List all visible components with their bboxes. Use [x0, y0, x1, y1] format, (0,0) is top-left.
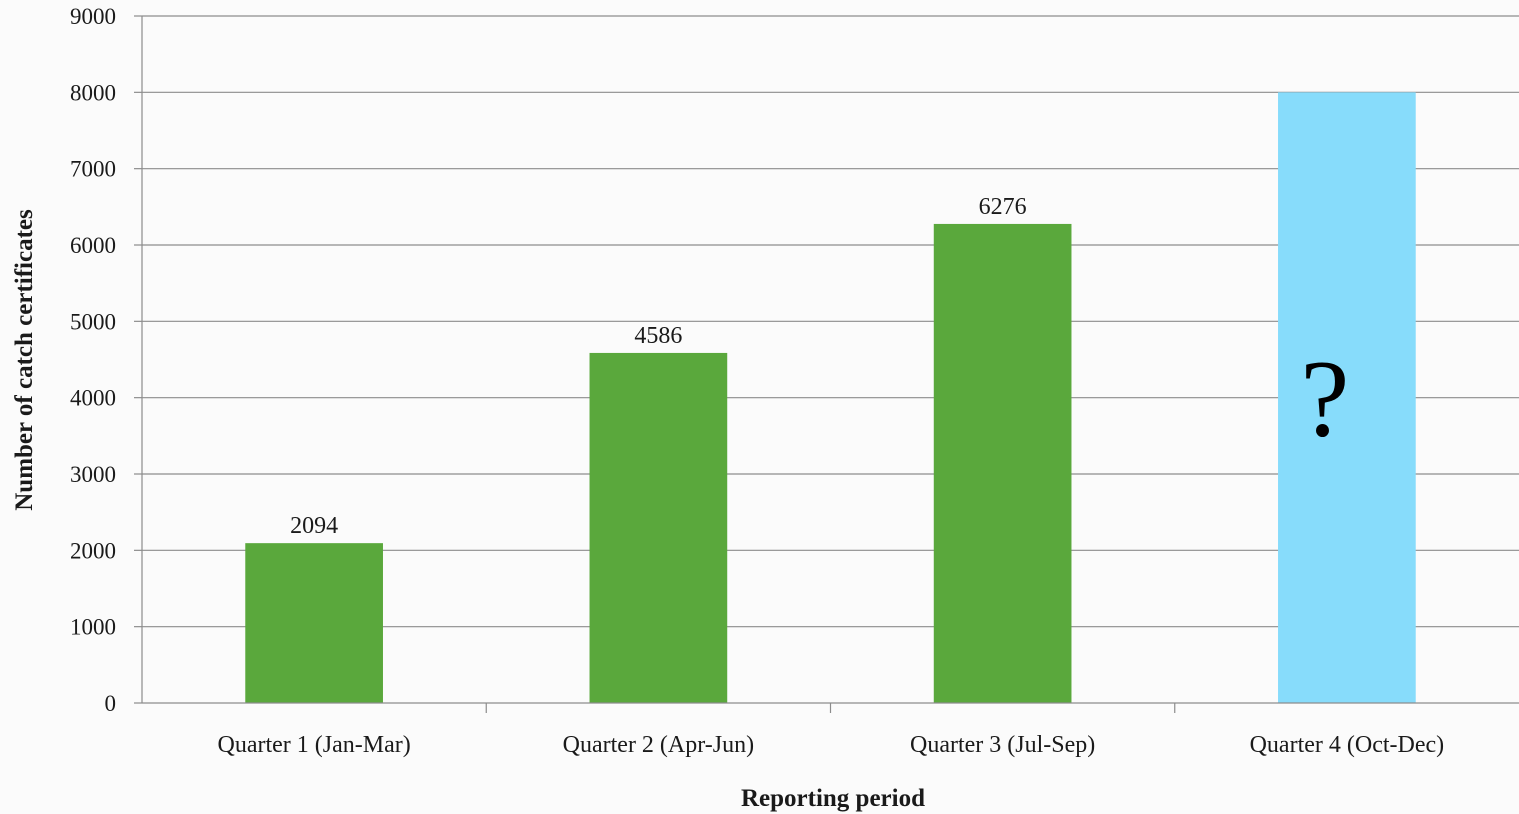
- y-tick-label-4000: 4000: [70, 386, 116, 411]
- y-tick-label-9000: 9000: [70, 4, 116, 29]
- y-tick-label-3000: 3000: [70, 462, 116, 487]
- y-tick-label-1000: 1000: [70, 615, 116, 640]
- y-tick-label-7000: 7000: [70, 157, 116, 182]
- bar-4: [1278, 92, 1416, 704]
- data-label-3: 6276: [979, 194, 1027, 220]
- x-tick-label-3: Quarter 3 (Jul-Sep): [910, 732, 1095, 758]
- y-tick-label-8000: 8000: [70, 80, 116, 105]
- y-tick-label-0: 0: [105, 691, 117, 716]
- bar-2: [589, 352, 728, 703]
- y-tick-label-2000: 2000: [70, 538, 116, 563]
- x-tick-label-2: Quarter 2 (Apr-Jun): [563, 732, 754, 758]
- bar-1: [245, 543, 383, 703]
- bars: [245, 92, 1416, 704]
- x-axis-title: Reporting period: [741, 785, 925, 812]
- y-tick-label-5000: 5000: [70, 309, 116, 334]
- x-tick-label-1: Quarter 1 (Jan-Mar): [218, 732, 411, 758]
- bar-3: [933, 223, 1072, 703]
- data-label-1: 2094: [290, 513, 338, 539]
- axes: [134, 15, 1519, 713]
- data-label-2: 4586: [634, 323, 682, 349]
- x-tick-label-4: Quarter 4 (Oct-Dec): [1250, 732, 1445, 758]
- labels: 0 1000 2000 3000 4000 5000 6000 7000 8000 9000 209…: [70, 4, 1444, 758]
- data-label-4: ?: [1300, 338, 1349, 460]
- y-tick-label-6000: 6000: [70, 233, 116, 258]
- y-axis-title: Number of catch certificates: [11, 209, 38, 511]
